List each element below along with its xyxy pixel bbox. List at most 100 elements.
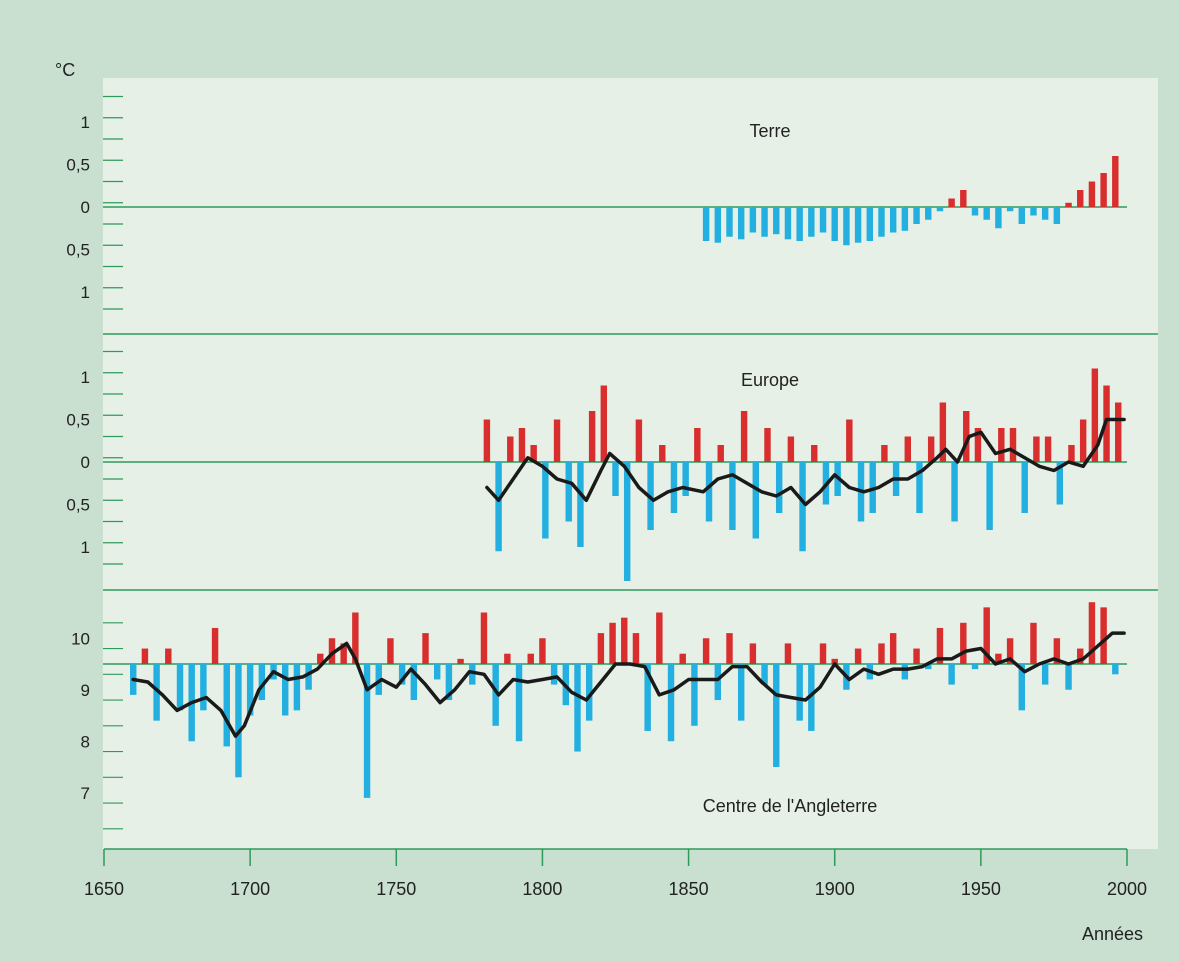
bar	[963, 411, 970, 462]
bar	[600, 385, 608, 462]
bar	[492, 664, 499, 726]
bar	[1041, 664, 1049, 685]
bar	[784, 207, 792, 240]
y-tick-label: 1	[81, 283, 90, 302]
bar	[635, 419, 643, 462]
bar	[1053, 207, 1061, 224]
panel-3: 10 9 8 7 Centre de l'Angleterre	[71, 602, 1127, 830]
bar	[585, 664, 593, 721]
bar	[246, 664, 254, 716]
bar	[925, 664, 932, 670]
bar	[542, 462, 549, 539]
bar	[974, 428, 982, 462]
bar	[913, 207, 920, 224]
trend-line	[485, 417, 1126, 507]
bar	[1112, 156, 1119, 207]
y-tick-label: 0,5	[66, 411, 90, 430]
bar	[784, 643, 792, 664]
x-axis-label: Années	[1082, 924, 1143, 944]
bar	[530, 445, 537, 462]
x-tick-label: 1800	[522, 879, 562, 899]
bar	[808, 664, 815, 731]
bar	[550, 664, 558, 685]
bar	[1100, 173, 1107, 207]
bar	[761, 207, 768, 237]
bar	[518, 428, 526, 462]
bar	[656, 612, 663, 664]
bar	[588, 411, 596, 462]
trend-line	[131, 631, 1126, 738]
bar	[153, 664, 160, 721]
bar	[796, 664, 803, 721]
bar	[819, 207, 827, 233]
bar	[480, 612, 488, 664]
bar	[787, 436, 795, 462]
bar	[737, 207, 745, 240]
bar	[881, 445, 888, 462]
bar	[889, 633, 897, 664]
bar	[141, 648, 149, 664]
bar	[726, 207, 733, 237]
bar	[995, 653, 1002, 664]
bar	[1112, 664, 1119, 675]
bar	[854, 207, 862, 243]
bar	[702, 638, 710, 664]
bar	[1044, 436, 1052, 462]
y-tick-label: 0,5	[66, 241, 90, 260]
y-tick-label: 1	[81, 368, 90, 387]
bar	[483, 419, 491, 462]
y-tick-label: 1	[81, 538, 90, 557]
bar	[1077, 648, 1084, 664]
bar	[621, 617, 628, 664]
bar	[831, 658, 838, 664]
bar	[995, 207, 1002, 229]
bar	[1030, 622, 1037, 664]
bar	[398, 664, 406, 685]
bar	[682, 462, 689, 496]
bar	[960, 622, 967, 664]
bar	[235, 664, 242, 778]
bar	[752, 462, 760, 539]
bar	[1009, 428, 1017, 462]
x-tick-label: 1850	[669, 879, 709, 899]
plot-background	[103, 78, 1158, 849]
bar	[282, 664, 289, 716]
bar	[352, 612, 359, 664]
bar	[1033, 436, 1040, 462]
bar	[623, 462, 631, 581]
bar	[433, 664, 441, 680]
bar	[714, 207, 722, 243]
bar	[904, 436, 912, 462]
panel-2: 1 0,5 0 0,5 1 Europe	[66, 350, 1127, 581]
y-tick-label: 0,5	[66, 496, 90, 515]
bar	[305, 664, 312, 690]
bar	[729, 462, 736, 530]
bar	[659, 445, 666, 462]
bar	[796, 207, 803, 241]
bar	[223, 664, 230, 747]
x-axis: 1650 1700 1750 1800 1850 1900 1950 2000	[84, 848, 1147, 899]
bar	[764, 428, 771, 462]
x-tick-label: 1700	[230, 879, 270, 899]
bar	[749, 207, 757, 233]
bar	[1006, 638, 1014, 664]
panels: 1 0,5 0 0,5 1 Terre 1 0,5 0 0,5 1 Europe 10 9 8 7 Centre…	[66, 95, 1127, 830]
bar	[515, 664, 523, 742]
bar	[632, 633, 640, 664]
bar	[670, 462, 678, 513]
panel-title: Europe	[741, 370, 799, 390]
bar	[939, 402, 947, 462]
bar	[702, 207, 710, 241]
bar	[504, 653, 511, 664]
bar	[363, 664, 371, 798]
bar	[1053, 638, 1061, 664]
bar	[960, 190, 967, 207]
bar	[866, 207, 874, 241]
bar	[773, 207, 780, 235]
bar	[1088, 181, 1096, 207]
bar	[293, 664, 301, 711]
bar	[457, 658, 464, 664]
panel-1: 1 0,5 0 0,5 1 Terre	[66, 95, 1127, 310]
bar	[808, 207, 815, 237]
bar	[1091, 368, 1099, 462]
